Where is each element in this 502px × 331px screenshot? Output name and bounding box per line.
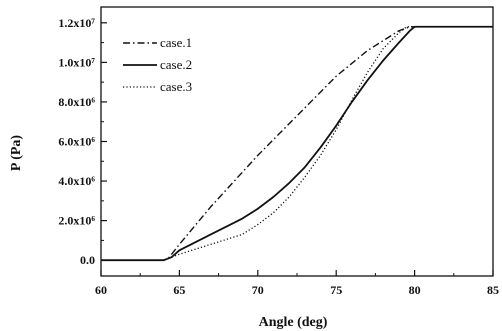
legend-label: case.3 — [160, 79, 192, 94]
y-tick-label: 4.0x10⁶ — [58, 174, 95, 188]
legend-label: case.1 — [160, 35, 192, 50]
y-axis-label: P (Pa) — [9, 135, 24, 171]
x-tick-label: 75 — [330, 283, 342, 297]
x-tick-label: 85 — [487, 283, 499, 297]
x-tick-label: 70 — [252, 283, 264, 297]
legend: case.1 case.2 case.3 — [123, 35, 192, 94]
y-tick-label: 1.2x10⁷ — [58, 16, 95, 30]
legend-label: case.2 — [160, 57, 192, 72]
y-tick-label: 1.0x10⁷ — [58, 55, 95, 69]
x-tick-label: 60 — [95, 283, 107, 297]
x-axis-label: Angle (deg) — [259, 315, 328, 330]
x-tick-label: 80 — [409, 283, 421, 297]
y-tick-label: 6.0x10⁶ — [58, 135, 95, 149]
x-tick-label: 65 — [173, 283, 185, 297]
axes-layer: 60 65 70 75 80 85 0.0 2.0x10⁶ 4.0x10⁶ 6.0x10⁶ 8.0x… — [58, 7, 499, 297]
y-tick-label: 0.0 — [80, 253, 95, 267]
y-tick-label: 2.0x10⁶ — [58, 214, 95, 228]
y-tick-label: 8.0x10⁶ — [58, 95, 95, 109]
